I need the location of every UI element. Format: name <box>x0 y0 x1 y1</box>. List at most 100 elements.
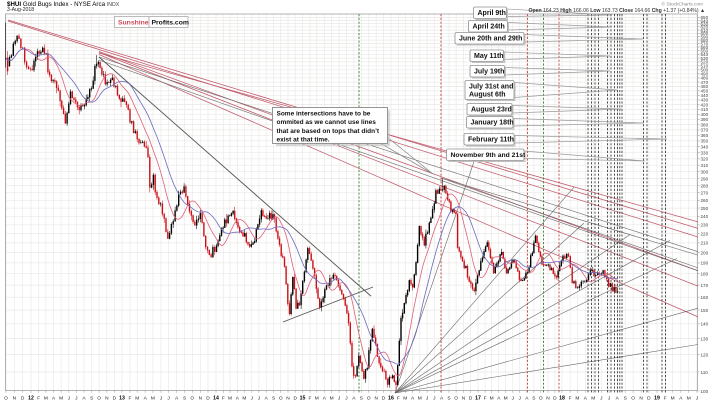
svg-text:620: 620 <box>701 25 709 30</box>
svg-text:J: J <box>345 396 348 402</box>
svg-text:150: 150 <box>701 308 709 313</box>
svg-text:M: M <box>151 396 155 402</box>
svg-text:February 11th: February 11th <box>468 137 514 144</box>
svg-text:that are based on tops that di: that are based on tops that didn’t <box>277 128 380 135</box>
svg-text:D: D <box>206 396 210 402</box>
svg-text:A: A <box>236 396 240 402</box>
svg-text:12: 12 <box>28 396 34 402</box>
svg-text:M: M <box>330 396 334 402</box>
svg-text:D: D <box>647 396 651 402</box>
svg-text:© StockCharts.com: © StockCharts.com <box>662 1 703 8</box>
svg-text:D: D <box>382 396 386 402</box>
svg-text:260: 260 <box>701 198 709 203</box>
svg-text:S: S <box>90 396 93 402</box>
svg-text:J: J <box>167 396 170 402</box>
svg-text:100: 100 <box>701 389 709 394</box>
svg-text:O: O <box>454 396 458 402</box>
svg-text:M: M <box>591 396 595 402</box>
svg-text:April 9th: April 9th <box>478 10 506 17</box>
svg-text:S: S <box>360 396 363 402</box>
svg-text:210: 210 <box>701 241 709 246</box>
svg-text:13: 13 <box>119 396 125 402</box>
svg-text:J: J <box>338 396 341 402</box>
svg-text:O: O <box>367 396 371 402</box>
svg-text:O: O <box>631 396 635 402</box>
svg-text:15: 15 <box>300 396 306 402</box>
svg-text:J: J <box>426 396 429 402</box>
svg-text:320: 320 <box>701 157 709 162</box>
svg-text:M: M <box>242 396 246 402</box>
svg-text:18: 18 <box>559 396 565 402</box>
svg-text:exist at that time.: exist at that time. <box>277 137 330 144</box>
svg-text:A: A <box>82 396 86 402</box>
svg-text:570: 570 <box>701 41 709 46</box>
svg-text:A: A <box>52 396 56 402</box>
svg-text:490: 490 <box>701 72 709 77</box>
svg-text:290: 290 <box>701 176 709 181</box>
svg-text:Profits.com: Profits.com <box>152 20 189 27</box>
svg-text:340: 340 <box>701 145 709 150</box>
svg-text:450: 450 <box>701 89 709 94</box>
svg-text:17: 17 <box>475 396 481 402</box>
svg-text:300: 300 <box>701 170 709 175</box>
svg-text:N: N <box>13 396 17 402</box>
svg-text:120: 120 <box>701 352 709 357</box>
svg-text:April 24th: April 24th <box>473 24 505 31</box>
svg-text:M: M <box>403 396 407 402</box>
svg-text:A: A <box>616 396 620 402</box>
svg-text:440: 440 <box>701 93 709 98</box>
svg-text:A: A <box>584 396 588 402</box>
svg-text:580: 580 <box>701 38 709 43</box>
svg-text:O: O <box>97 396 101 402</box>
svg-text:200: 200 <box>701 250 709 255</box>
svg-text:A: A <box>440 396 444 402</box>
svg-text:D: D <box>553 396 557 402</box>
svg-text:S: S <box>532 396 535 402</box>
svg-text:S: S <box>183 396 186 402</box>
svg-text:F: F <box>37 396 40 402</box>
svg-text:M: M <box>228 396 232 402</box>
svg-text:F: F <box>129 396 132 402</box>
svg-text:590: 590 <box>701 35 709 40</box>
svg-text:Open 164.23 High 166.06 Low 16: Open 164.23 High 166.06 Low 163.73 Close… <box>529 8 706 14</box>
svg-text:F: F <box>309 396 312 402</box>
svg-text:June 20th and 29th: June 20th and 29th <box>459 36 522 43</box>
svg-text:600: 600 <box>701 31 709 36</box>
svg-text:M: M <box>315 396 319 402</box>
svg-text:610: 610 <box>701 28 709 33</box>
svg-text:M: M <box>671 396 675 402</box>
svg-text:M: M <box>59 396 63 402</box>
svg-text:110: 110 <box>701 370 709 375</box>
svg-text:D: D <box>113 396 117 402</box>
svg-text:A: A <box>175 396 179 402</box>
svg-text:510: 510 <box>701 64 709 69</box>
svg-text:14: 14 <box>213 396 219 402</box>
svg-text:ommited as we cannot use lines: ommited as we cannot use lines <box>277 119 377 126</box>
svg-text:S: S <box>624 396 627 402</box>
svg-text:180: 180 <box>701 272 709 277</box>
svg-text:N: N <box>639 396 643 402</box>
svg-text:M: M <box>490 396 494 402</box>
svg-text:160: 160 <box>701 295 709 300</box>
svg-text:S: S <box>272 396 275 402</box>
svg-text:530: 530 <box>701 56 709 61</box>
svg-text:A: A <box>352 396 356 402</box>
svg-text:J: J <box>600 396 603 402</box>
svg-text:November 9th and 21st: November 9th and 21st <box>451 152 527 159</box>
svg-text:A: A <box>144 396 148 402</box>
svg-text:A: A <box>497 396 501 402</box>
svg-text:270: 270 <box>701 191 709 196</box>
svg-text:M: M <box>575 396 579 402</box>
svg-text:M: M <box>687 396 691 402</box>
svg-text:A: A <box>679 396 683 402</box>
svg-text:J: J <box>251 396 254 402</box>
svg-text:N: N <box>374 396 378 402</box>
svg-text:F: F <box>664 396 667 402</box>
svg-text:A: A <box>525 396 529 402</box>
svg-text:N: N <box>462 396 466 402</box>
svg-text:140: 140 <box>701 322 709 327</box>
svg-text:July 31st and: July 31st and <box>469 84 513 91</box>
svg-text:280: 280 <box>701 183 709 188</box>
svg-text:M: M <box>135 396 139 402</box>
svg-text:Some intersections have to be: Some intersections have to be <box>277 111 371 118</box>
